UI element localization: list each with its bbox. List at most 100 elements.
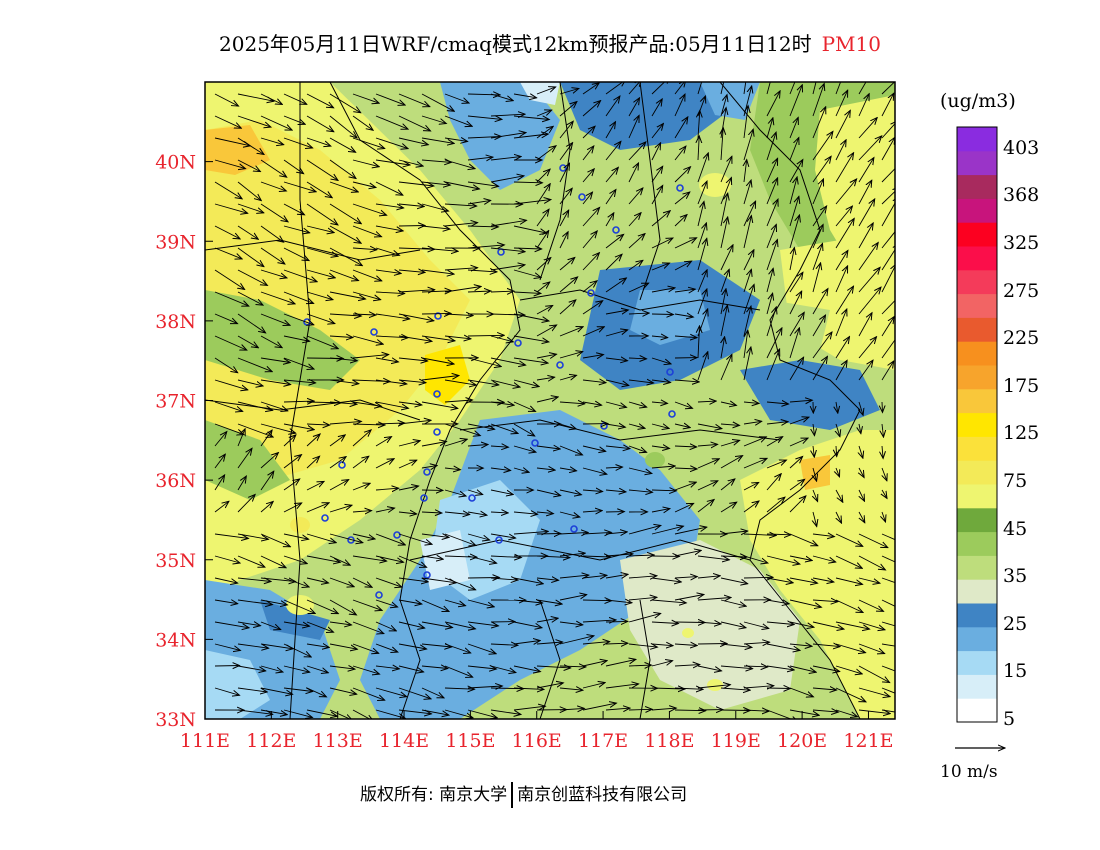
wind-vector xyxy=(881,264,895,293)
wind-vector xyxy=(628,490,653,492)
wind-vector xyxy=(812,710,838,712)
wind-vector xyxy=(859,511,865,523)
longitude-label: 117E xyxy=(578,730,628,752)
wind-vector xyxy=(881,339,895,359)
wind-vector xyxy=(513,600,543,603)
wind-vector xyxy=(375,336,408,338)
wind-vector xyxy=(697,444,718,446)
wind-vector xyxy=(720,688,750,690)
wind-vector xyxy=(605,122,616,139)
wind-vector xyxy=(559,532,588,534)
wind-vector xyxy=(490,489,513,495)
wind-vector xyxy=(789,479,805,491)
wind-vector xyxy=(674,289,695,292)
wind-vector xyxy=(674,94,685,117)
wind-vector xyxy=(674,215,687,227)
wind-vector xyxy=(260,313,290,325)
city-marker xyxy=(514,339,522,347)
wind-vector xyxy=(421,335,455,341)
wind-vector xyxy=(881,137,895,161)
wind-vector xyxy=(444,688,475,689)
wind-vector xyxy=(858,621,885,630)
wind-vector xyxy=(306,709,337,716)
wind-vector xyxy=(744,160,747,183)
wind-vector xyxy=(813,511,817,527)
longitude-label: 120E xyxy=(777,730,827,752)
wind-vector xyxy=(743,106,748,139)
wind-vector xyxy=(214,577,238,583)
wind-vector xyxy=(605,659,636,667)
wind-vector xyxy=(628,188,643,205)
wind-vector xyxy=(582,467,607,474)
wind-vector xyxy=(329,709,352,719)
wind-vector xyxy=(421,442,447,447)
wind-vector xyxy=(444,336,471,339)
wind-vector xyxy=(651,357,671,364)
wind-vector xyxy=(214,137,250,146)
wind-vector xyxy=(651,314,673,315)
wind-vector xyxy=(582,683,605,689)
wind-vector xyxy=(743,216,751,249)
city-marker xyxy=(321,514,329,522)
wind-vector xyxy=(651,622,679,624)
wind-vector xyxy=(559,489,581,495)
wind-vector xyxy=(283,247,309,261)
wind-vector xyxy=(813,489,818,502)
wind-vector xyxy=(536,126,553,139)
wind-vector xyxy=(467,578,499,579)
wind-vector xyxy=(214,181,242,199)
province-boundaries xyxy=(205,82,861,719)
longitude-label: 113E xyxy=(313,730,363,752)
wind-vector xyxy=(398,181,434,186)
wind-vector xyxy=(421,534,449,537)
wind-vector xyxy=(329,225,361,243)
wind-vector xyxy=(444,204,477,206)
wind-vector xyxy=(858,243,878,271)
wind-vector xyxy=(490,265,525,271)
wind-vector xyxy=(697,459,719,469)
wind-vector xyxy=(812,289,828,315)
wind-vector xyxy=(789,417,809,425)
wind-vector xyxy=(858,533,888,548)
colorbar-swatch xyxy=(957,674,997,699)
wind-vector xyxy=(697,622,721,624)
colorbar-label: 15 xyxy=(1003,660,1028,683)
wind-vector xyxy=(674,446,697,447)
wind-vector xyxy=(536,512,553,514)
wind-vector xyxy=(214,501,229,513)
wind-vector xyxy=(513,357,548,363)
wind-vector xyxy=(605,358,628,361)
wind-vector xyxy=(651,688,685,689)
wind-vector xyxy=(743,437,766,447)
latitude-label: 40N xyxy=(155,152,196,174)
wind-vector xyxy=(628,283,649,293)
wind-vector xyxy=(812,244,823,271)
wind-vector xyxy=(766,199,778,227)
wind-vector xyxy=(789,312,804,337)
wind-vector xyxy=(513,641,540,645)
wind-vector xyxy=(859,489,865,501)
wind-vector xyxy=(237,159,260,172)
wind-vector xyxy=(352,335,383,344)
colorbar-units: (ug/m3) xyxy=(940,90,1016,112)
city-marker xyxy=(393,531,401,539)
wind-vector xyxy=(720,289,726,315)
wind-vector xyxy=(306,456,320,469)
wind-vector xyxy=(858,118,877,139)
wind-vector xyxy=(835,360,847,381)
wind-vector xyxy=(306,424,330,425)
wind-vector xyxy=(490,423,518,433)
wind-vector xyxy=(812,665,840,672)
wind-vector xyxy=(766,307,776,337)
latitude-label: 37N xyxy=(155,391,196,413)
wind-vector xyxy=(467,599,494,607)
wind-vector xyxy=(720,402,736,405)
wind-vector xyxy=(490,220,527,227)
wind-vector xyxy=(444,287,481,293)
wind-vector xyxy=(306,687,326,697)
wind-vector xyxy=(283,401,314,402)
city-marker xyxy=(531,439,539,447)
longitude-label: 114E xyxy=(379,730,429,752)
wind-vector xyxy=(398,578,428,582)
